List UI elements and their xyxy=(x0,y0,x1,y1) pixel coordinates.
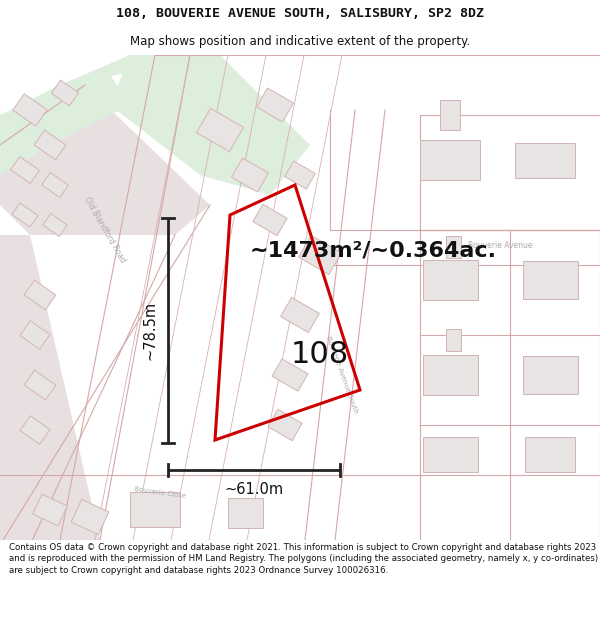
Bar xyxy=(284,161,316,189)
Bar xyxy=(20,321,50,349)
Bar xyxy=(12,203,38,227)
Bar xyxy=(272,359,308,391)
Bar xyxy=(32,494,67,526)
Polygon shape xyxy=(0,235,100,540)
Bar xyxy=(197,108,244,152)
Text: Bouverie Avenue: Bouverie Avenue xyxy=(468,241,532,249)
Bar xyxy=(227,498,263,528)
Bar xyxy=(268,409,302,441)
Bar xyxy=(253,204,287,236)
Bar xyxy=(422,260,478,300)
Bar xyxy=(523,261,577,299)
Text: 108, BOUVERIE AVENUE SOUTH, SALISBURY, SP2 8DZ: 108, BOUVERIE AVENUE SOUTH, SALISBURY, S… xyxy=(116,8,484,20)
Polygon shape xyxy=(110,55,310,195)
Bar xyxy=(24,280,56,310)
Bar xyxy=(525,438,575,472)
Bar xyxy=(422,438,478,472)
Bar xyxy=(420,140,480,180)
Text: 108: 108 xyxy=(291,341,349,369)
Text: Old Blandford Road: Old Blandford Road xyxy=(83,196,127,264)
Bar xyxy=(257,88,293,122)
Bar xyxy=(24,370,56,400)
Bar xyxy=(34,130,66,160)
Bar xyxy=(515,142,575,177)
Bar xyxy=(422,355,478,395)
Bar xyxy=(440,100,460,130)
Bar xyxy=(52,80,79,106)
Bar xyxy=(281,298,319,332)
Bar xyxy=(41,173,68,198)
Bar xyxy=(71,499,109,534)
Text: ~1473m²/~0.364ac.: ~1473m²/~0.364ac. xyxy=(250,240,497,260)
Bar xyxy=(11,157,40,183)
Bar xyxy=(445,329,461,351)
Bar xyxy=(13,94,47,126)
Text: ~61.0m: ~61.0m xyxy=(224,482,284,498)
Text: ~78.5m: ~78.5m xyxy=(143,301,157,360)
Polygon shape xyxy=(0,85,210,235)
Text: Contains OS data © Crown copyright and database right 2021. This information is : Contains OS data © Crown copyright and d… xyxy=(9,542,598,575)
Text: Bouverie Close: Bouverie Close xyxy=(134,486,186,499)
Polygon shape xyxy=(0,75,130,175)
Polygon shape xyxy=(0,55,220,115)
Bar xyxy=(130,492,180,528)
Bar xyxy=(20,416,50,444)
Bar xyxy=(299,236,341,274)
Bar xyxy=(232,158,268,192)
Bar xyxy=(523,356,577,394)
Text: Bouverie Avenue South: Bouverie Avenue South xyxy=(325,336,359,414)
Text: Map shows position and indicative extent of the property.: Map shows position and indicative extent… xyxy=(130,35,470,48)
Bar xyxy=(43,214,67,236)
Bar xyxy=(445,236,461,258)
